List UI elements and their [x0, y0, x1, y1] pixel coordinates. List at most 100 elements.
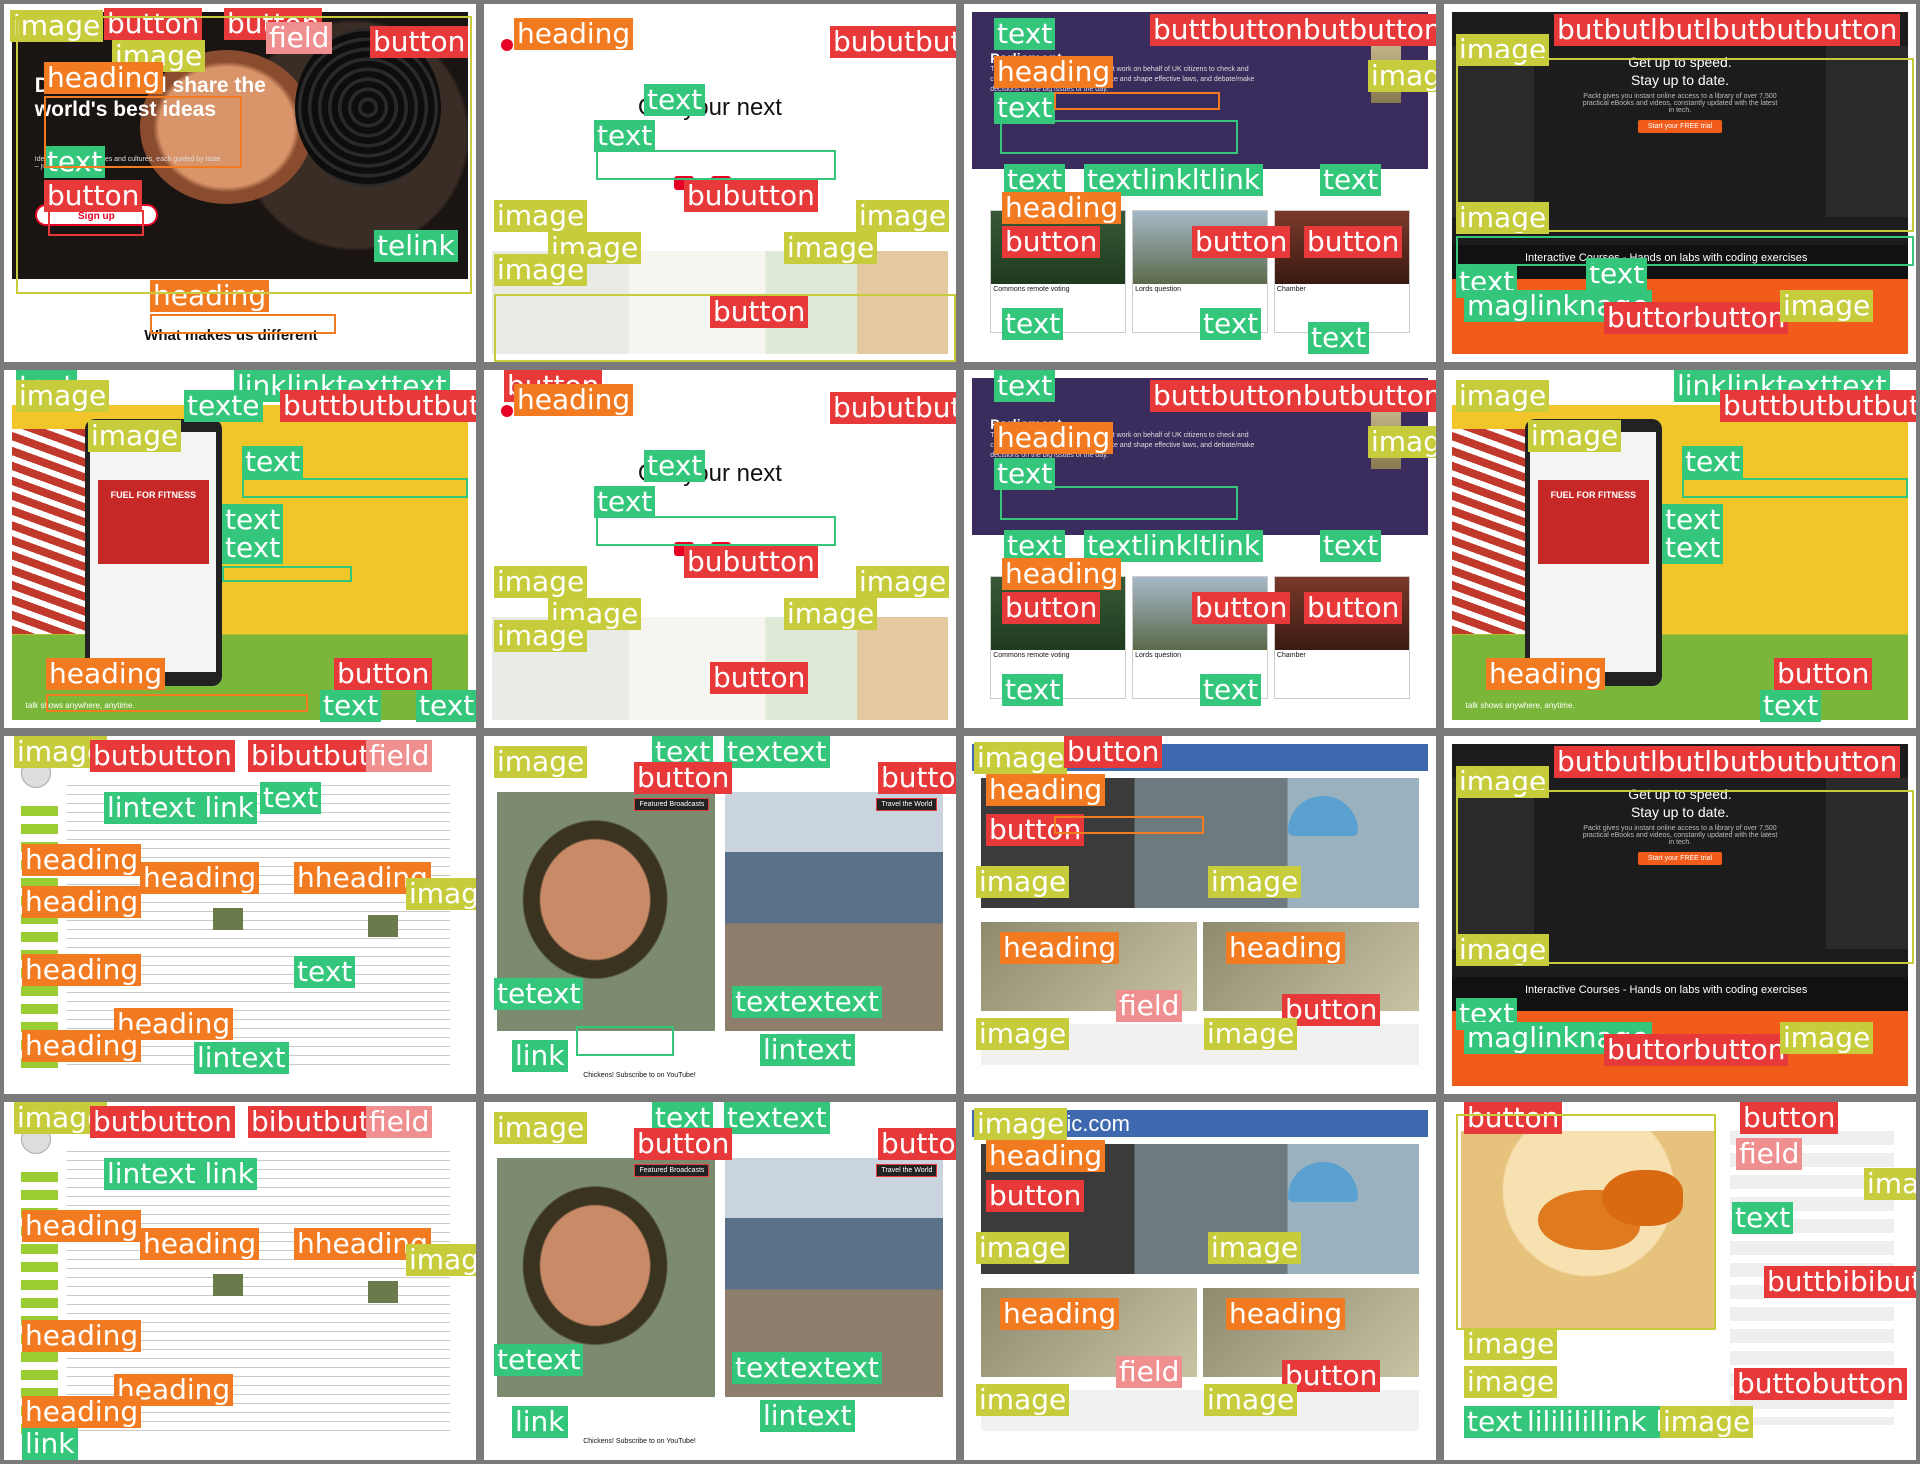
striped-shirt-image — [12, 429, 95, 635]
hero-description: Packt gives you instant online access to… — [1582, 93, 1778, 115]
anno-image: image — [494, 566, 588, 598]
card-caption: Commons remote voting — [993, 652, 1070, 660]
travel-the-world-badge[interactable]: Travel the World — [876, 1163, 938, 1177]
parliament-intro: The UK Parliament has two Houses that wo… — [990, 66, 1255, 94]
phone-image: FUEL FOR FITNESS — [1524, 419, 1662, 686]
anno-field: field — [366, 740, 433, 772]
anno-image: image — [1456, 380, 1550, 412]
parliament-intro: The UK Parliament has two Houses that wo… — [990, 432, 1255, 460]
anno-heading: heading — [1002, 192, 1122, 224]
anno-heading: heading — [514, 384, 634, 416]
tile-player-fm: Player FM FUEL FOR FITNESS talk shows an… — [0, 366, 480, 732]
anno-text: text — [1662, 532, 1724, 564]
anno-text: text — [222, 532, 284, 564]
anno-text: text — [594, 120, 656, 152]
anno-text: lintext — [760, 1034, 855, 1066]
anno-button: button — [1192, 226, 1291, 258]
anno-text: text — [260, 782, 322, 814]
hero-line-1: Get up to speed. — [1628, 786, 1732, 803]
anno-text: text — [1200, 308, 1262, 340]
anno-button: button — [1002, 592, 1101, 624]
featured-broadcasts-badge[interactable]: Featured Broadcasts — [634, 1163, 710, 1177]
anno-image: image — [1464, 1366, 1558, 1398]
packt-hero: Get up to speed. Stay up to date. Packt g… — [1580, 785, 1781, 866]
anno-heading: heading — [514, 18, 634, 50]
anno-button: button — [1304, 226, 1403, 258]
anno-button: bubutbutton — [830, 26, 956, 58]
anno-heading: heading — [22, 1210, 142, 1242]
tile-video-thumbs-2: Featured Broadcasts Travel the World Chi… — [480, 1098, 960, 1464]
anno-button: button — [634, 762, 733, 794]
video-caption-left: Chickens! Subscribe to on YouTube! — [583, 1438, 696, 1446]
anno-image: image — [494, 1112, 588, 1144]
anno-heading: heading — [1000, 932, 1120, 964]
anno-image: image — [14, 1102, 108, 1134]
anno-button: button — [334, 658, 433, 690]
news-card[interactable]: Chamber — [1273, 576, 1410, 700]
tile-player-fm-2: Player FM FUEL FOR FITNESS talk shows an… — [1440, 366, 1920, 732]
anno-image: ima — [1864, 1168, 1916, 1200]
hero-line-2: Stay up to date. — [1630, 72, 1730, 89]
anno-button: button — [1002, 226, 1101, 258]
travel-the-world-badge[interactable]: Travel the World — [876, 797, 938, 811]
anno-image: image — [1780, 290, 1874, 322]
anno-text: text — [1002, 674, 1064, 706]
anno-link: telink — [374, 230, 458, 262]
anno-image: image — [1456, 934, 1550, 966]
right-promo-image — [1825, 778, 1908, 950]
video-thumbnail-left[interactable]: Featured Broadcasts — [496, 1157, 716, 1398]
anno-image: image — [1456, 202, 1550, 234]
tile-wikipedia-2: image butbutton bibutbutt field lintext … — [0, 1098, 480, 1464]
anno-image: image — [406, 878, 476, 910]
left-promo-image — [1452, 778, 1535, 950]
anno-text: text — [44, 146, 106, 178]
striped-shirt-image — [1452, 429, 1535, 635]
tile-fox-illustration: button button field ima text buttbibibut… — [1440, 1098, 1920, 1464]
featured-broadcasts-badge[interactable]: Featured Broadcasts — [634, 797, 710, 811]
anno-image: image — [1464, 1328, 1558, 1360]
anno-button: butbutton — [90, 1106, 235, 1138]
tile-uk-parliament-2: Business MPs, Lords & offices About More… — [960, 366, 1440, 732]
playerfm-tagline: talk shows anywhere, anytime. — [25, 700, 135, 710]
article-thumbnail-image — [212, 1274, 243, 1297]
card-caption: Lords question — [1135, 286, 1181, 294]
podcast-poster: FUEL FOR FITNESS — [1537, 480, 1649, 565]
anno-heading: heading — [22, 844, 142, 876]
tile-video-thumbs: Featured Broadcasts Travel the World Chi… — [480, 732, 960, 1098]
anno-field: field — [366, 1106, 433, 1138]
anno-image: image — [974, 742, 1068, 774]
anno-image: image — [494, 200, 588, 232]
anno-button: buttorbutton — [1604, 302, 1789, 334]
anno-image: image — [88, 420, 182, 452]
anno-field: field — [266, 22, 333, 54]
anno-text: textextext — [732, 1352, 882, 1384]
anno-image: image — [1456, 34, 1550, 66]
hero-line-2: Stay up to date. — [1630, 804, 1730, 821]
anno-button: button — [1282, 1360, 1381, 1392]
anno-button: butbutlbutlbutbutbutton — [1554, 14, 1901, 46]
tile-video-thumbs-2-content: Featured Broadcasts Travel the World Chi… — [492, 1110, 948, 1452]
hard-hat-image — [1287, 796, 1358, 837]
anno-button: button — [986, 814, 1085, 846]
anno-text: textext — [724, 1102, 830, 1134]
tile-video-thumbs-content: Featured Broadcasts Travel the World Chi… — [492, 744, 948, 1086]
video-caption-left: Chickens! Subscribe to on YouTube! — [583, 1072, 696, 1080]
tile-panasonic-2: panasonic.com How can we help? image hea… — [960, 1098, 1440, 1464]
anno-image: image — [1528, 420, 1622, 452]
tile-panasonic: panasonic.com How can we help? image but… — [960, 732, 1440, 1098]
anno-heading: heading — [140, 1228, 260, 1260]
anno-button: button — [1464, 1102, 1563, 1134]
card-caption: Commons remote voting — [993, 286, 1070, 294]
anno-image: image — [1368, 426, 1436, 458]
anno-link: link — [512, 1040, 568, 1072]
tile-pinterest-2: Pinterest Get your next button heading b… — [480, 366, 960, 732]
free-trial-button[interactable]: Start your FREE trial — [1637, 852, 1723, 866]
pinterest-logo-icon — [501, 39, 514, 52]
anno-button: button — [44, 180, 143, 212]
anno-button: bubutbutton — [830, 392, 956, 424]
anno-text: lintext link — [104, 792, 257, 824]
free-trial-button[interactable]: Start your FREE trial — [1637, 120, 1723, 134]
anno-heading: heading — [46, 658, 166, 690]
anno-button: button — [878, 762, 956, 794]
phone-image: FUEL FOR FITNESS — [84, 419, 222, 686]
